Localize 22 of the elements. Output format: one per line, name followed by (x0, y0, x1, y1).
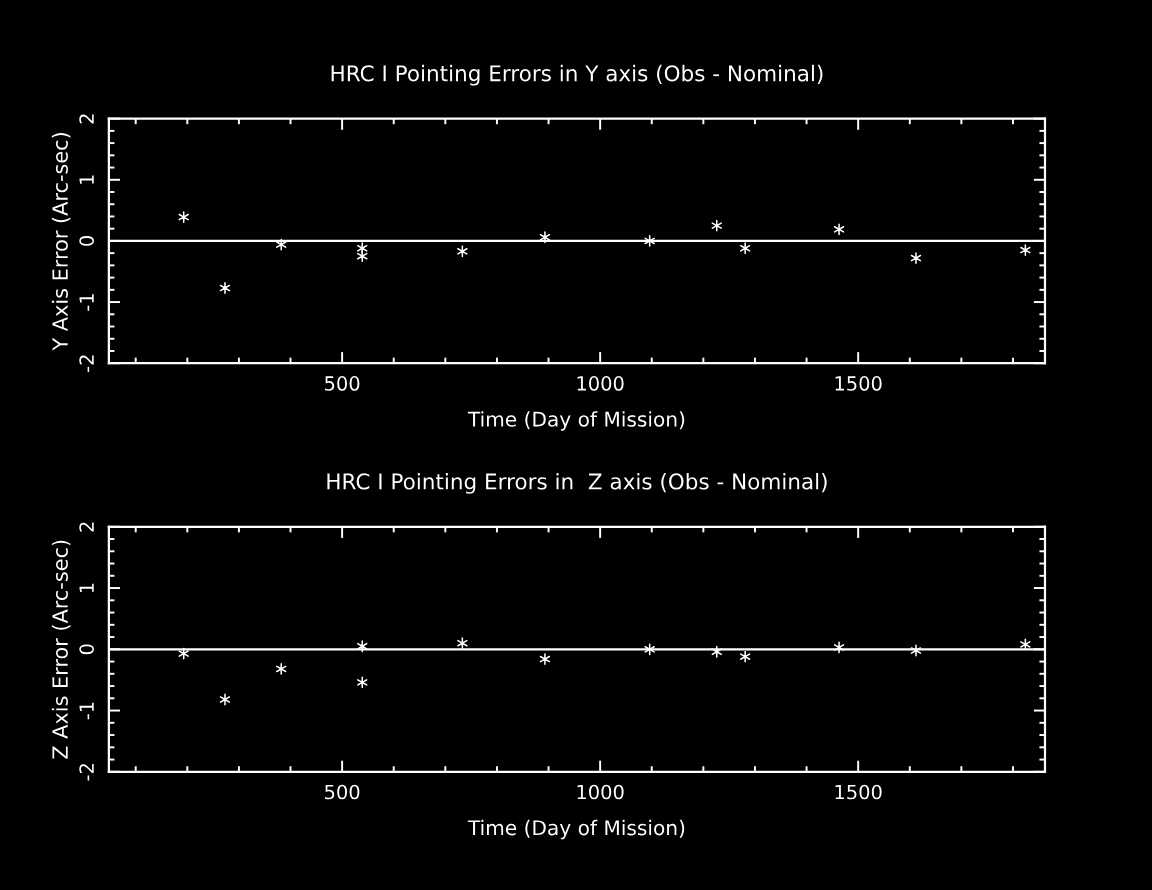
y-axis-title: Y Axis Error (Arc-sec) (51, 133, 71, 351)
x-tick-label: 1500 (835, 376, 882, 391)
y-tick-label: 2 (79, 522, 94, 532)
y-tick-label: 2 (79, 114, 94, 124)
y-tick-label: 0 (79, 644, 94, 655)
x-tick-label: 1500 (835, 784, 882, 800)
y-tick-label: 0 (79, 236, 94, 246)
x-axis-title: Time (Day of Mission) (467, 819, 685, 840)
y-tick-label: -2 (79, 355, 94, 372)
x-tick-label: 1000 (577, 376, 624, 391)
y-tick-label: 1 (79, 583, 94, 593)
y-tick-label: -1 (79, 294, 94, 311)
y-tick-label: -1 (79, 702, 94, 720)
x-tick-label: 500 (325, 784, 360, 800)
chart-title: HRC I Pointing Errors in Y axis (Obs - Nominal) (331, 64, 823, 86)
x-tick-label: 1000 (577, 784, 624, 800)
y-tick-label: 1 (79, 175, 94, 184)
y-tick-label: -2 (79, 764, 94, 781)
x-tick-label: 500 (325, 376, 360, 391)
chart-title: HRC I Pointing Errors in Z axis (Obs - Nominal) (327, 472, 827, 494)
x-axis-title: Time (Day of Mission) (467, 411, 685, 431)
y-axis-title: Z Axis Error (Arc-sec) (51, 540, 71, 759)
